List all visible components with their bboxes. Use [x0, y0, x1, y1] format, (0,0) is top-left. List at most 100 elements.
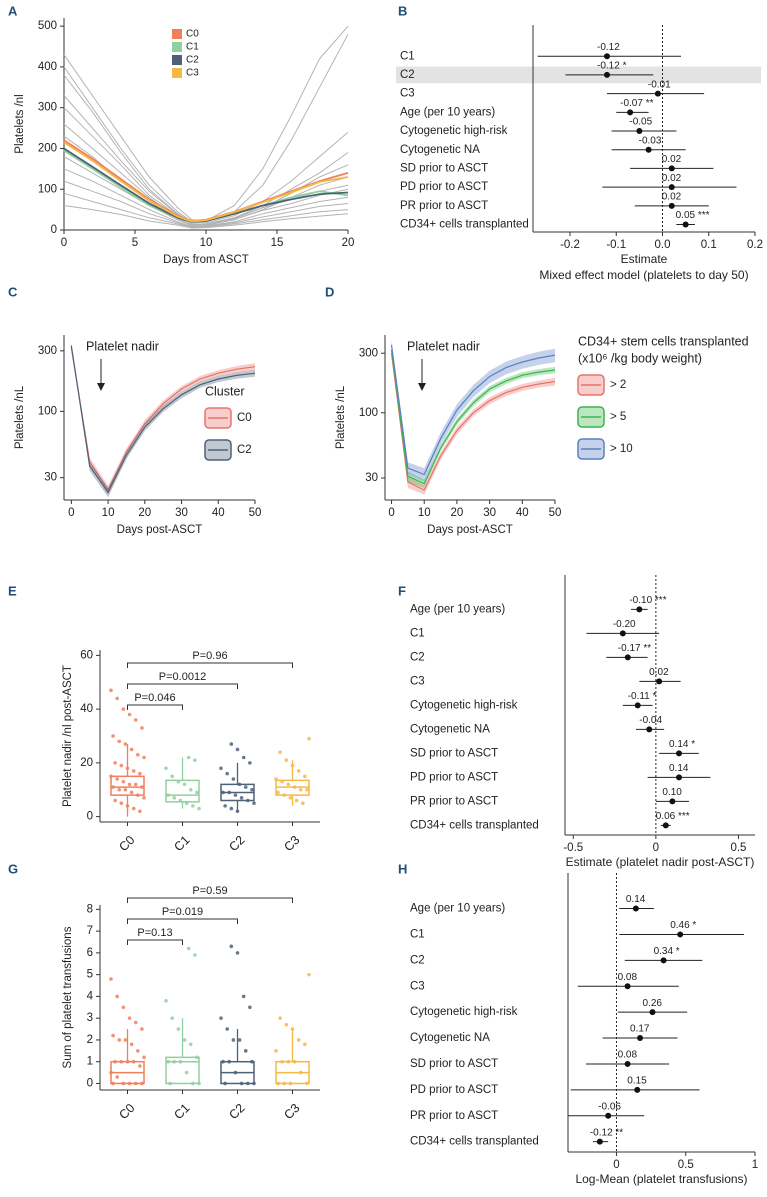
- data-point: [248, 1005, 252, 1010]
- x-axis-label: Days from ASCT: [163, 254, 249, 266]
- estimate-point: [682, 221, 689, 228]
- legend-title: CD34+ stem cells transplanted: [578, 334, 749, 348]
- x-axis-label: Estimate (platelet nadir post-ASCT): [566, 855, 755, 869]
- category-label: PR prior to ASCT: [410, 1110, 498, 1122]
- legend-label: > 2: [610, 379, 626, 391]
- legend-label: C2: [186, 55, 199, 66]
- category-label: C3: [410, 675, 425, 687]
- y-tick-label: 30: [365, 472, 378, 484]
- value-label: -0.06: [598, 1101, 621, 1112]
- data-point: [191, 1081, 195, 1086]
- data-point: [186, 946, 191, 951]
- data-point: [225, 771, 229, 776]
- data-point: [178, 798, 183, 803]
- data-point: [227, 790, 232, 795]
- estimate-point: [604, 71, 610, 78]
- data-point: [178, 1059, 183, 1064]
- data-point: [280, 1059, 284, 1064]
- data-point: [282, 1081, 287, 1086]
- data-point: [233, 1070, 238, 1075]
- y-tick-label: 0: [87, 1078, 93, 1090]
- data-point: [109, 774, 113, 779]
- estimate-point: [668, 165, 675, 172]
- x-tick-label: 1: [752, 1159, 758, 1171]
- data-point: [138, 809, 142, 814]
- x-tick-label: 0.5: [730, 842, 746, 854]
- x-tick-label: 10: [102, 507, 115, 519]
- y-tick-label: 200: [38, 142, 57, 154]
- legend-subtitle: (x10⁶ /kg body weight): [578, 351, 702, 365]
- category-label: C3: [400, 88, 415, 100]
- data-point: [225, 1027, 229, 1031]
- p-value: P=0.0012: [159, 671, 206, 683]
- individual-line: [63, 192, 349, 228]
- data-point: [119, 1059, 124, 1064]
- data-point: [223, 1081, 227, 1086]
- data-point: [229, 806, 234, 811]
- data-point: [164, 766, 168, 771]
- y-tick-label: 2: [87, 1034, 93, 1046]
- data-point: [111, 785, 115, 789]
- data-point: [227, 1059, 232, 1064]
- data-point: [298, 787, 303, 792]
- data-point: [274, 1049, 278, 1053]
- data-point: [288, 1081, 293, 1086]
- value-label: -0.05: [629, 117, 652, 128]
- data-point: [176, 1027, 181, 1031]
- x-tick-label: C1: [171, 1101, 192, 1122]
- legend-label: C2: [237, 444, 252, 456]
- data-point: [142, 755, 146, 760]
- category-label: Cytogenetic high-risk: [410, 699, 518, 711]
- comparison-bracket: [127, 704, 183, 710]
- data-point: [197, 806, 201, 811]
- data-point: [284, 1022, 289, 1027]
- data-point: [131, 1059, 136, 1064]
- y-axis-label: Platelets /nL: [335, 385, 347, 449]
- y-tick-label: 30: [44, 472, 57, 484]
- estimate-point: [676, 774, 682, 781]
- estimate-point: [677, 931, 684, 938]
- data-point: [296, 1038, 301, 1042]
- category-label: C2: [410, 651, 425, 663]
- y-axis-label: Platelets /nL: [14, 385, 26, 449]
- x-tick-label: 50: [249, 507, 262, 519]
- estimate-point: [619, 630, 626, 637]
- category-label: Age (per 10 years): [400, 106, 495, 118]
- x-tick-label: 30: [483, 507, 496, 519]
- data-point: [142, 1055, 146, 1060]
- data-point: [115, 994, 119, 999]
- data-point: [219, 766, 223, 771]
- estimate-point: [676, 750, 682, 757]
- box: [110, 775, 145, 796]
- category-label: C1: [410, 627, 425, 639]
- panel-label: E: [8, 583, 17, 598]
- data-point: [123, 787, 128, 792]
- category-label: C2: [400, 69, 415, 81]
- data-point: [111, 1033, 115, 1038]
- y-tick-label: 100: [38, 183, 57, 195]
- series-line: [390, 349, 556, 485]
- data-point: [290, 1027, 295, 1031]
- value-label: 0.06 ***: [656, 811, 690, 822]
- y-tick-label: 300: [359, 347, 378, 359]
- estimate-point: [637, 1035, 644, 1042]
- data-point: [133, 1081, 138, 1086]
- category-label: Cytogenetic NA: [410, 1032, 490, 1044]
- data-point: [182, 1038, 187, 1042]
- value-label: 0.14: [669, 763, 689, 774]
- data-point: [197, 1081, 201, 1086]
- data-point: [307, 972, 311, 977]
- data-point: [195, 790, 199, 795]
- x-tick-label: 40: [212, 507, 225, 519]
- x-tick-label: 5: [132, 237, 138, 249]
- data-point: [123, 1038, 128, 1042]
- estimate-point: [634, 1086, 641, 1093]
- series-line: [70, 347, 256, 492]
- data-point: [109, 1070, 113, 1075]
- x-tick-label: 20: [451, 507, 464, 519]
- legend-key: [172, 55, 182, 65]
- panel-label: A: [8, 3, 18, 18]
- data-point: [123, 742, 128, 746]
- legend-label: C0: [237, 412, 252, 424]
- value-label: 0.34 *: [654, 946, 680, 957]
